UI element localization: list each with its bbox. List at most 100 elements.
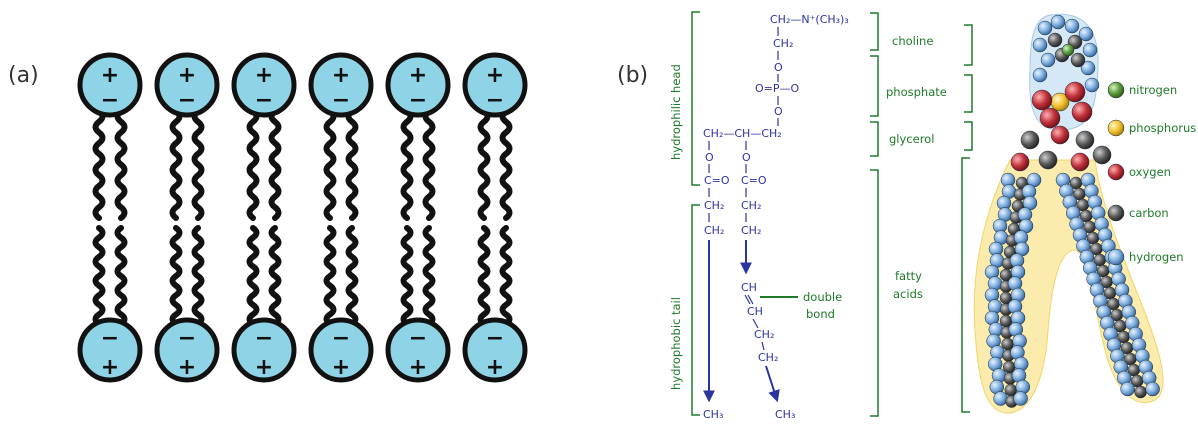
charge-sign: + bbox=[178, 355, 196, 380]
charge-sign: − bbox=[101, 326, 119, 351]
hydrogen-atom bbox=[1040, 52, 1056, 68]
lipid-head-top bbox=[462, 52, 528, 118]
lipid-head-bottom bbox=[385, 317, 451, 383]
ch2-text: CH₂ bbox=[704, 224, 724, 237]
legend-label: hydrogen bbox=[1129, 250, 1184, 264]
lipid-head-bottom bbox=[308, 317, 374, 383]
carbonyl-text: C=O bbox=[704, 174, 730, 187]
lipid-pair: +−−+ bbox=[154, 52, 220, 383]
lipid-tail bbox=[323, 225, 337, 327]
lipid-tail bbox=[400, 108, 414, 221]
lipid-tail bbox=[345, 108, 359, 221]
legend-item-carbon: carbon bbox=[1107, 204, 1169, 222]
lipid-tail bbox=[499, 225, 513, 327]
charge-sign: + bbox=[101, 355, 119, 380]
hydrogen-swatch-icon bbox=[1107, 248, 1125, 266]
charge-sign: − bbox=[255, 88, 273, 113]
legend-item-nitrogen: nitrogen bbox=[1107, 81, 1177, 99]
ch2-text: CH₂ bbox=[704, 199, 724, 212]
legend-label: phosphorus bbox=[1129, 121, 1196, 135]
lipid-head-top bbox=[308, 52, 374, 118]
atom-cluster bbox=[984, 14, 1160, 408]
oxygen-swatch-icon bbox=[1107, 163, 1125, 181]
glycerol-text: CH₂—CH—CH₂ bbox=[703, 127, 782, 140]
lipid-tail bbox=[400, 225, 414, 327]
lipid-tail bbox=[246, 108, 260, 221]
hydrogen-atom bbox=[1084, 77, 1100, 93]
hydrogen-atom bbox=[993, 391, 1008, 406]
choline-group-text: CH₂—N⁺(CH₃)₃ bbox=[770, 13, 849, 26]
fatty-acids-label: fatty bbox=[895, 269, 922, 283]
lipid-tail bbox=[114, 108, 128, 221]
lipid-pair: +−−+ bbox=[462, 52, 528, 383]
charge-sign: − bbox=[409, 88, 427, 113]
right-chain-arrow-end bbox=[765, 365, 780, 403]
hydrogen-atom bbox=[1050, 14, 1066, 30]
charge-sign: + bbox=[409, 63, 427, 88]
oxygen-atom bbox=[1010, 152, 1030, 172]
lipid-head-bottom bbox=[462, 317, 528, 383]
phosphate-text: O=P—O bbox=[755, 82, 800, 95]
legend-item-phosphorus: phosphorus bbox=[1107, 119, 1196, 137]
charge-sign: + bbox=[332, 355, 350, 380]
glycerol-label: glycerol bbox=[889, 132, 934, 146]
charge-sign: + bbox=[255, 355, 273, 380]
lipid-head-top bbox=[77, 52, 143, 118]
legend-label: nitrogen bbox=[1129, 83, 1177, 97]
lipid-head-bottom bbox=[231, 317, 297, 383]
carbon-atom bbox=[1047, 32, 1063, 48]
charge-sign: − bbox=[486, 88, 504, 113]
hydrogen-atom bbox=[1078, 26, 1094, 42]
lipid-tail bbox=[246, 225, 260, 327]
panel-a-label: (a) bbox=[8, 63, 39, 88]
group-brackets: choline phosphate glycerol fatty acids bbox=[870, 12, 973, 417]
ch2-text: CH₂ bbox=[741, 224, 761, 237]
phosphate-label: phosphate bbox=[886, 85, 947, 99]
carbon-atom bbox=[1092, 145, 1112, 165]
structural-formula: CH₂—N⁺(CH₃)₃ CH₂ O O=P—O O CH₂—CH—CH₂ O … bbox=[703, 13, 849, 421]
lipid-tail bbox=[169, 225, 183, 327]
lipid-tail bbox=[345, 225, 359, 327]
lipid-head-top bbox=[154, 52, 220, 118]
lipid-head-bottom bbox=[154, 317, 220, 383]
hydrogen-atom bbox=[1013, 391, 1028, 406]
charge-sign: − bbox=[178, 326, 196, 351]
oxygen-atom bbox=[1071, 101, 1093, 123]
lipid-pair: +−−+ bbox=[308, 52, 374, 383]
lipid-tail bbox=[422, 108, 436, 221]
ch2-text: CH₂ bbox=[754, 328, 774, 341]
lipid-tail bbox=[92, 108, 106, 221]
oxygen-text: O bbox=[774, 61, 783, 74]
lipid-pair: +−−+ bbox=[231, 52, 297, 383]
lipid-tail bbox=[499, 108, 513, 221]
carbon-swatch-icon bbox=[1107, 204, 1125, 222]
choline-label: choline bbox=[892, 34, 933, 48]
phosphorus-swatch-icon bbox=[1107, 119, 1125, 137]
charge-sign: − bbox=[255, 326, 273, 351]
double-bond-label: bond bbox=[806, 307, 835, 321]
hydrogen-atom bbox=[1120, 381, 1135, 397]
ch-text: CH bbox=[747, 305, 763, 318]
nitrogen-swatch-icon bbox=[1107, 81, 1125, 99]
lipid-tail bbox=[268, 225, 282, 327]
ch2-text: CH₂ bbox=[773, 37, 793, 50]
lipid-pair: +−−+ bbox=[385, 52, 451, 383]
lipid-tail bbox=[323, 108, 337, 221]
ch2-text: CH₂ bbox=[741, 199, 761, 212]
oxygen-atom bbox=[1070, 152, 1090, 172]
oxygen-atom bbox=[1039, 107, 1061, 129]
lipid-tail bbox=[92, 225, 106, 327]
space-filling-model bbox=[973, 13, 1164, 414]
legend-label: oxygen bbox=[1129, 165, 1171, 179]
oxygen-text: O bbox=[774, 105, 783, 118]
carbonyl-text: C=O bbox=[741, 174, 767, 187]
lipid-head-bottom bbox=[77, 317, 143, 383]
lipid-tail bbox=[191, 225, 205, 327]
ch3-text: CH₃ bbox=[775, 408, 795, 421]
carbon-atom bbox=[1075, 130, 1095, 150]
legend-item-hydrogen: hydrogen bbox=[1107, 248, 1184, 266]
carbon-atom bbox=[1070, 52, 1086, 68]
charge-sign: − bbox=[409, 326, 427, 351]
charge-sign: + bbox=[486, 355, 504, 380]
